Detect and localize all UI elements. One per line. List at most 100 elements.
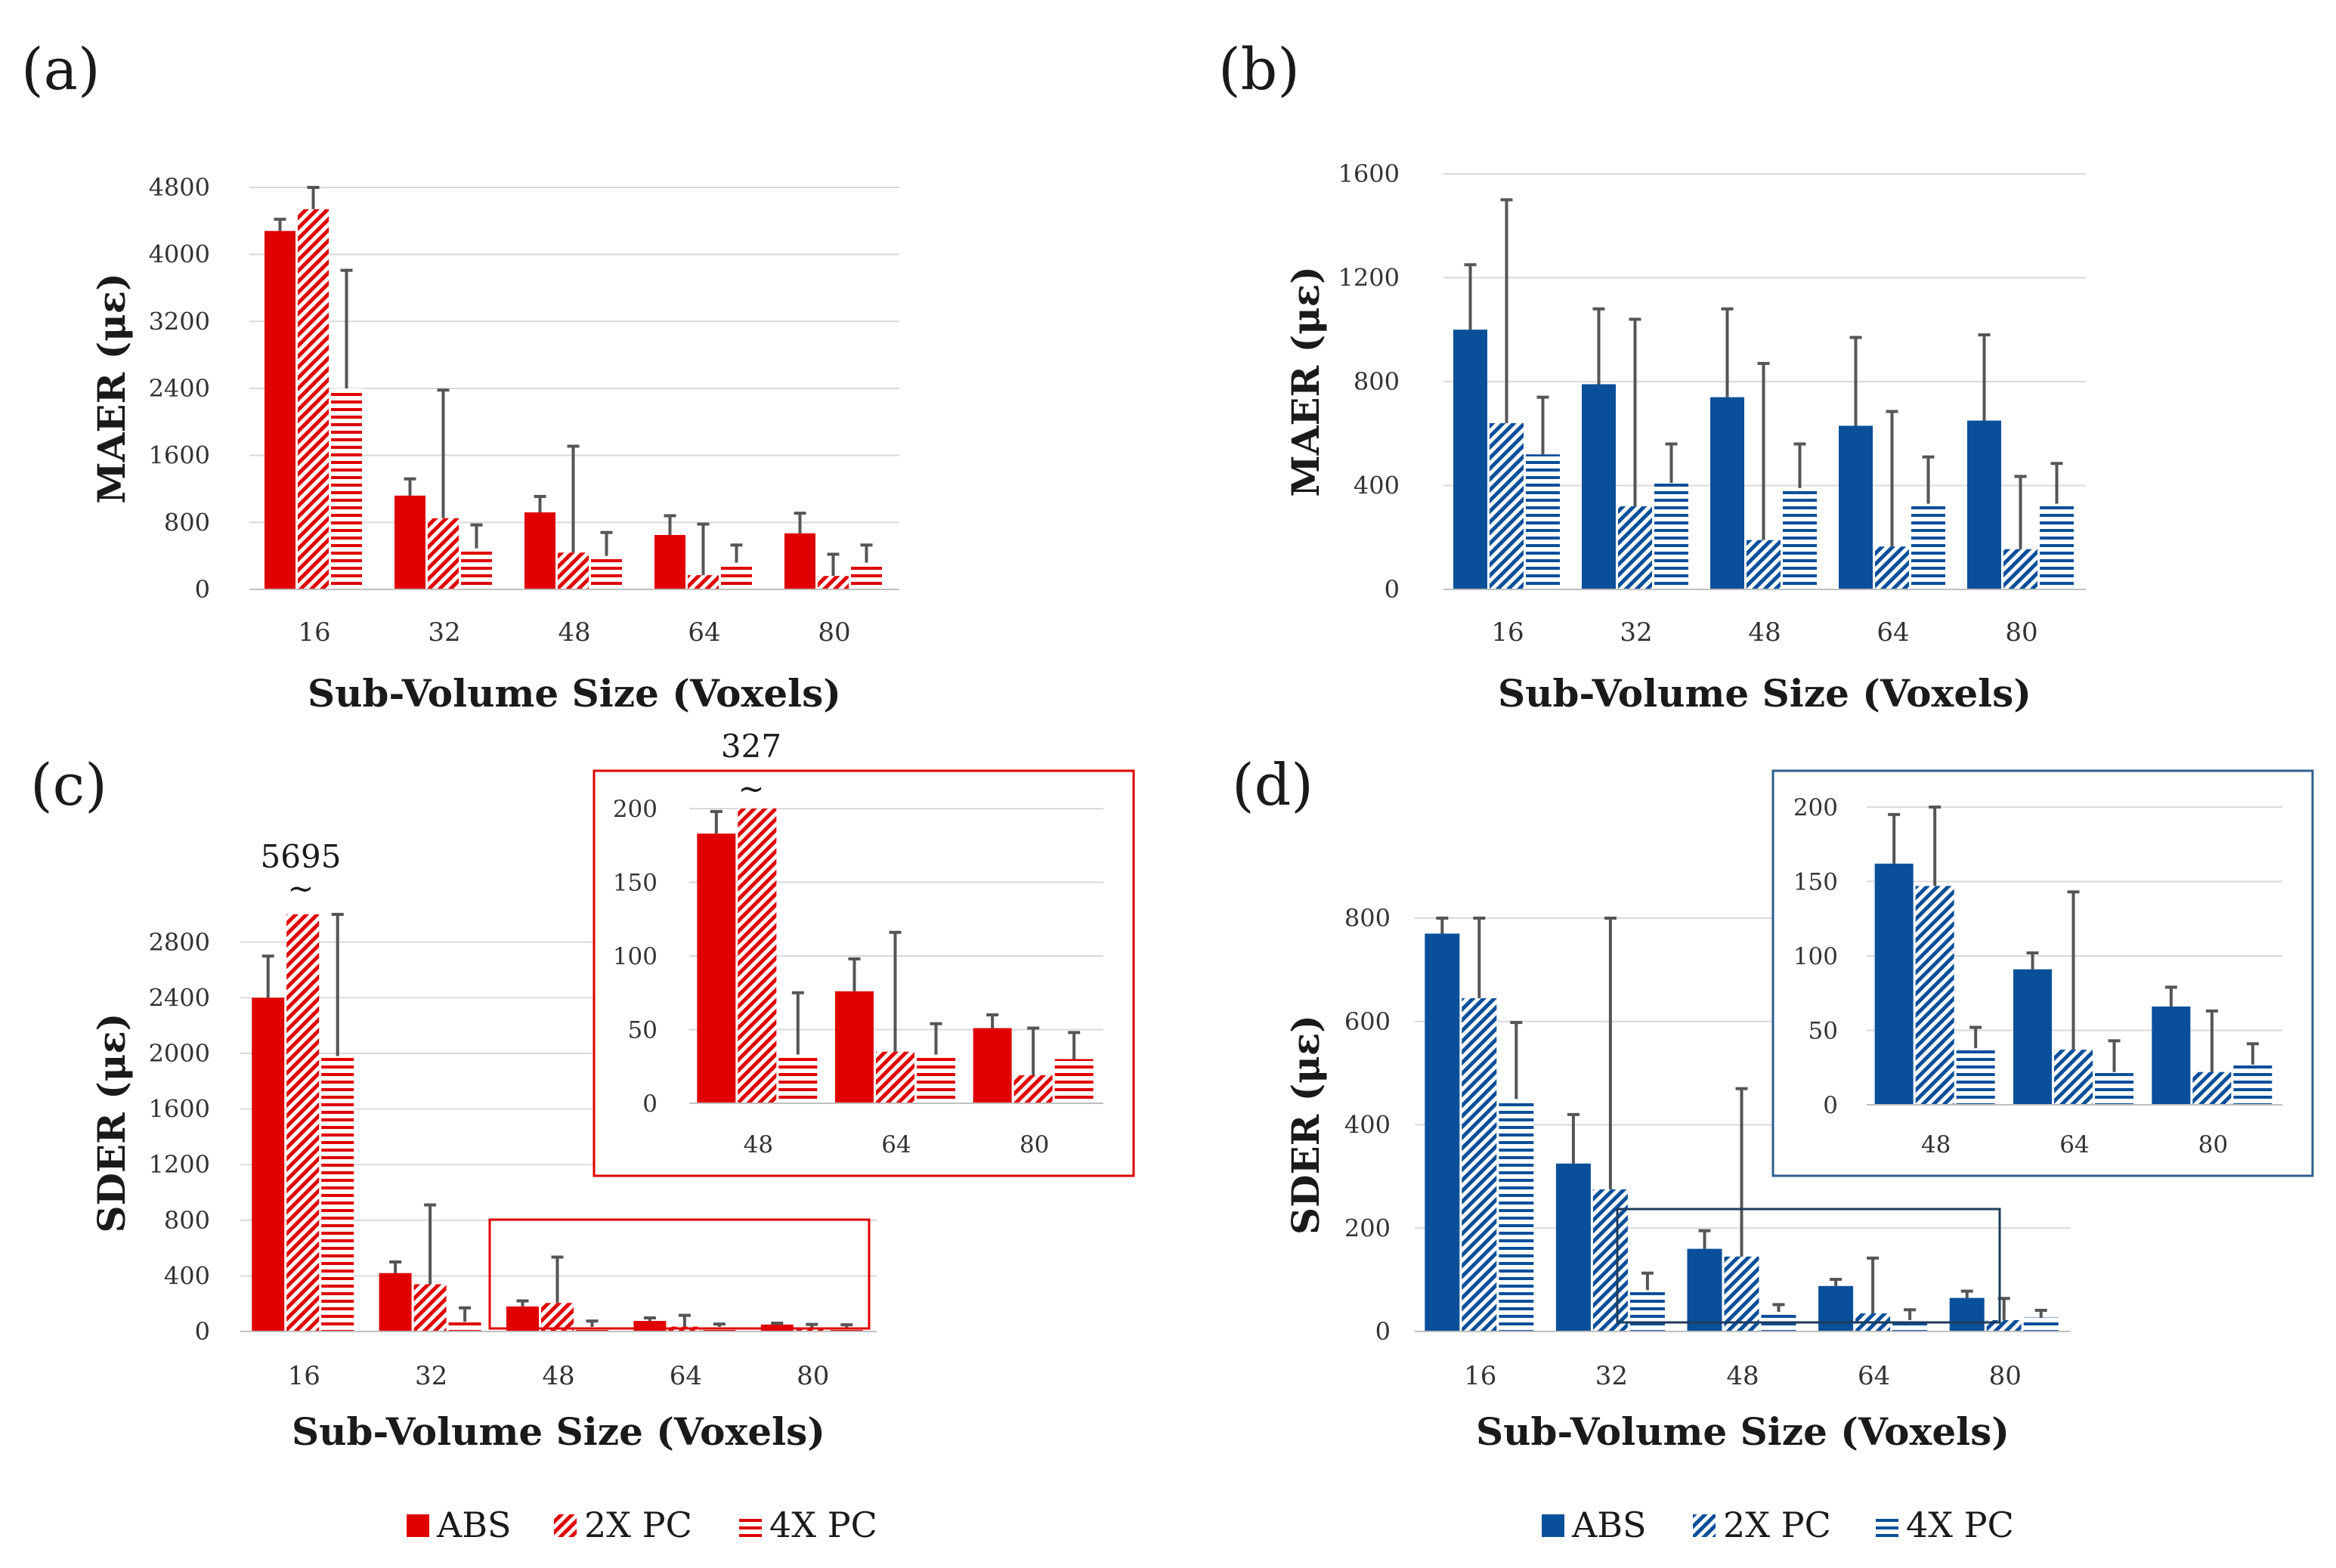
bar-abs xyxy=(1687,1248,1722,1331)
x-category-label: 80 xyxy=(2005,617,2037,648)
bar-abs xyxy=(394,495,425,589)
legend-blue: ABS 2X PC 4X PC xyxy=(1542,1505,2014,1545)
chart-a: 0 800 1600 2400 3200 4000 4800 16 32 48 64 80 Sub-Vo… xyxy=(89,173,899,716)
y-tick-label: 4800 xyxy=(149,173,210,202)
bar-4x-pc xyxy=(1654,483,1688,589)
x-axis-title: Sub-Volume Size (Voxels) xyxy=(1498,671,2031,716)
bar-abs xyxy=(973,1028,1012,1103)
y-tick-label: 2000 xyxy=(149,1039,210,1068)
y-tick-label: 800 xyxy=(164,1206,210,1235)
bar-4x-pc xyxy=(1956,1048,1995,1105)
y-tick-label: 1600 xyxy=(1338,159,1400,188)
bar-abs xyxy=(252,997,285,1331)
y-tick-label: 1200 xyxy=(1338,264,1400,292)
x-category-label: 80 xyxy=(818,617,850,648)
y-tick-label: 400 xyxy=(1354,472,1400,500)
bar-4x-pc xyxy=(1526,454,1560,589)
bar-4x-pc xyxy=(1499,1099,1534,1331)
bar-abs xyxy=(1582,384,1616,589)
bar-4x-pc xyxy=(2095,1072,2133,1105)
y-tick-label: 50 xyxy=(1808,1018,1838,1045)
inset-c: 0 50 100 150 200 48 64 80 xyxy=(613,796,1103,1158)
bar-abs xyxy=(265,230,295,589)
bar-2x-pc xyxy=(818,576,849,589)
bar-2x-pc xyxy=(558,552,589,589)
x-category-label: 48 xyxy=(1748,617,1781,648)
bar-4x-pc xyxy=(2233,1064,2273,1105)
y-tick-label: 800 xyxy=(1354,367,1400,396)
y-tick-label: 0 xyxy=(1375,1317,1391,1346)
break-label-inset-c: 327 xyxy=(721,728,781,765)
bar-2x-pc xyxy=(2192,1072,2232,1105)
y-tick-label: 200 xyxy=(1344,1214,1391,1242)
bar-abs xyxy=(524,512,555,589)
inset-d: 0 50 100 150 200 48 64 80 xyxy=(1793,794,2282,1158)
bar-abs xyxy=(2013,969,2052,1105)
y-axis-title: MAER (με) xyxy=(1283,266,1328,497)
inset-c-frame xyxy=(593,769,1135,1177)
bar-abs xyxy=(654,534,685,589)
bar-4x-pc xyxy=(2023,1317,2059,1331)
y-tick-label: 2800 xyxy=(149,928,210,957)
bar-4x-pc xyxy=(448,1322,481,1331)
y-tick-label: 0 xyxy=(195,575,210,604)
legend-swatch-2xpc xyxy=(554,1514,577,1537)
x-category-label: 32 xyxy=(1620,617,1652,648)
bar-2x-pc xyxy=(1618,506,1652,589)
y-tick-label: 400 xyxy=(1344,1111,1391,1140)
bar-2x-pc xyxy=(1747,540,1781,589)
y-tick-label: 800 xyxy=(164,508,210,537)
bar-abs xyxy=(1453,329,1487,589)
legend-swatch-4xpc xyxy=(739,1514,762,1537)
chart-d: 0 200 400 600 800 16 32 48 64 80 Sub-Volume Size (… xyxy=(1283,904,2071,1454)
x-category-label: 64 xyxy=(670,1361,702,1391)
x-category-label: 64 xyxy=(1858,1361,1890,1391)
y-tick-label: 0 xyxy=(642,1090,657,1118)
bar-abs xyxy=(1967,420,2001,589)
legend-label-4xpc-blue: 4X PC xyxy=(1906,1505,2014,1545)
highlight-box-d xyxy=(1616,1208,2001,1324)
bar-2x-pc xyxy=(1462,997,1497,1331)
y-tick-label: 400 xyxy=(164,1261,210,1290)
bar-abs xyxy=(506,1306,539,1331)
y-tick-label: 200 xyxy=(1793,794,1838,821)
y-tick-label: 150 xyxy=(1793,869,1838,896)
x-category-label: 80 xyxy=(1019,1131,1049,1158)
bar-abs xyxy=(1425,933,1460,1331)
bar-2x-pc xyxy=(286,914,320,1331)
legend-label-abs: ABS xyxy=(436,1505,512,1545)
bar-4x-pc xyxy=(778,1054,818,1103)
x-category-label: 48 xyxy=(1726,1361,1759,1391)
bar-2x-pc xyxy=(1915,886,1954,1105)
y-axis-title: MAER (με) xyxy=(89,273,134,504)
x-category-label: 64 xyxy=(1877,617,1909,648)
legend-swatch-2xpc-blue xyxy=(1693,1514,1716,1537)
x-category-label: 48 xyxy=(1921,1131,1951,1158)
x-category-label: 32 xyxy=(415,1361,447,1391)
y-tick-label: 4000 xyxy=(149,240,210,269)
legend-swatch-abs xyxy=(407,1514,429,1537)
y-tick-label: 1200 xyxy=(149,1150,210,1179)
legend-label-2xpc-blue: 2X PC xyxy=(1723,1505,1831,1545)
bar-2x-pc xyxy=(1724,1256,1759,1331)
bar-4x-pc xyxy=(917,1054,955,1103)
bar-abs xyxy=(1818,1285,1854,1331)
panel-label-c: (c) xyxy=(30,751,107,818)
panel-label-b: (b) xyxy=(1218,36,1300,103)
x-axis-title: Sub-Volume Size (Voxels) xyxy=(1476,1409,2010,1454)
bar-4x-pc xyxy=(851,562,882,589)
chart-c: 0 400 800 1200 1600 2000 2400 2800 16 32 48 64 80 Sub… xyxy=(89,913,877,1454)
panel-label-a: (a) xyxy=(21,36,101,103)
bar-4x-pc xyxy=(331,388,362,589)
bar-2x-pc xyxy=(876,1051,914,1103)
bar-2x-pc xyxy=(428,518,459,589)
break-label-c: 5695 xyxy=(261,838,342,875)
bar-4x-pc xyxy=(591,555,622,589)
y-tick-label: 600 xyxy=(1344,1007,1391,1036)
x-category-label: 64 xyxy=(2059,1131,2089,1158)
y-tick-label: 2400 xyxy=(149,374,210,403)
bar-abs xyxy=(835,991,874,1103)
bar-4x-pc xyxy=(461,548,492,589)
y-tick-label: 2400 xyxy=(149,983,210,1012)
chart-b: 0 400 800 1200 1600 16 32 48 64 80 Sub-Volume Size… xyxy=(1283,159,2086,716)
